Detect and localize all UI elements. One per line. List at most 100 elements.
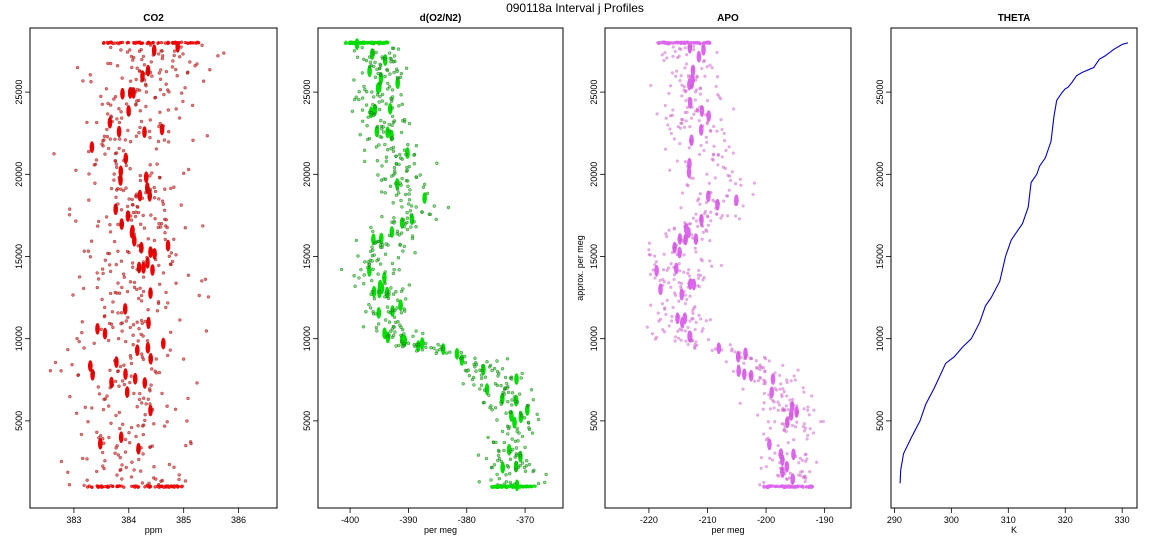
data-point xyxy=(389,99,394,104)
data-point xyxy=(680,238,684,243)
data-point xyxy=(74,168,78,173)
data-point xyxy=(515,484,519,488)
data-point xyxy=(805,408,810,412)
data-point xyxy=(370,259,374,263)
data-point xyxy=(376,239,380,244)
data-point xyxy=(131,265,135,269)
data-point xyxy=(793,378,797,382)
data-point xyxy=(157,370,162,375)
data-point xyxy=(152,238,157,243)
data-point xyxy=(395,67,399,71)
data-point xyxy=(138,109,143,113)
data-point xyxy=(379,118,383,123)
data-point xyxy=(186,167,191,172)
data-point xyxy=(364,310,368,314)
data-point xyxy=(727,145,731,149)
data-point xyxy=(162,424,167,428)
data-point xyxy=(428,212,432,217)
data-point xyxy=(116,369,121,373)
data-point xyxy=(137,69,142,73)
data-point xyxy=(425,191,430,196)
data-point xyxy=(362,282,366,286)
data-point xyxy=(694,88,699,92)
data-point xyxy=(154,147,159,151)
data-point xyxy=(709,264,714,268)
data-point xyxy=(177,41,181,45)
data-point xyxy=(181,357,186,361)
data-point xyxy=(697,285,701,289)
data-point xyxy=(151,41,155,45)
data-point xyxy=(688,319,692,323)
data-point xyxy=(508,410,513,414)
data-point xyxy=(160,199,165,203)
data-point xyxy=(117,484,121,488)
data-point xyxy=(461,382,465,386)
data-point xyxy=(166,41,170,45)
data-point xyxy=(708,238,712,243)
data-point xyxy=(762,480,766,485)
data-point xyxy=(490,485,494,489)
data-point xyxy=(781,387,785,391)
data-point xyxy=(129,214,133,218)
data-point xyxy=(542,480,547,485)
panel-title-co2: CO2 xyxy=(143,13,164,24)
data-point xyxy=(145,339,150,343)
data-point xyxy=(150,408,155,412)
data-point xyxy=(116,187,120,191)
data-point xyxy=(352,49,357,53)
data-point xyxy=(96,219,101,224)
data-point xyxy=(505,357,510,361)
data-point xyxy=(142,78,147,82)
data-point xyxy=(715,74,720,79)
data-cluster xyxy=(382,271,387,284)
data-point xyxy=(682,240,686,245)
data-point xyxy=(414,144,419,148)
data-point xyxy=(398,152,402,157)
data-point xyxy=(172,185,176,189)
data-point xyxy=(654,260,659,264)
data-point xyxy=(158,87,163,92)
data-point xyxy=(139,41,143,46)
data-point xyxy=(763,369,767,373)
data-point xyxy=(371,102,375,107)
data-point xyxy=(500,367,505,371)
data-point xyxy=(520,434,525,439)
x-tick-label: -190 xyxy=(816,515,834,525)
data-point xyxy=(772,406,776,410)
data-point xyxy=(389,329,393,333)
data-point xyxy=(93,181,97,185)
plot-area-co2 xyxy=(48,40,226,489)
data-point xyxy=(396,298,400,302)
data-point xyxy=(484,456,489,461)
data-point xyxy=(390,261,395,266)
data-point xyxy=(392,268,396,272)
data-point xyxy=(666,41,670,45)
data-point xyxy=(690,105,694,110)
data-point xyxy=(400,231,404,235)
data-point xyxy=(480,369,484,373)
data-point xyxy=(102,441,106,445)
data-point xyxy=(113,451,117,455)
data-point xyxy=(806,405,810,409)
data-point xyxy=(107,252,112,256)
panel-title-apo: APO xyxy=(717,13,739,24)
data-point xyxy=(703,74,707,79)
data-point xyxy=(188,60,192,64)
data-point xyxy=(482,400,486,405)
data-cluster xyxy=(89,141,95,153)
data-point xyxy=(684,62,689,66)
data-point xyxy=(112,239,117,244)
data-point xyxy=(392,119,397,123)
data-point xyxy=(664,234,669,239)
data-point xyxy=(518,454,522,458)
data-point xyxy=(365,89,369,94)
data-point xyxy=(768,407,773,411)
data-point xyxy=(684,339,688,343)
data-point xyxy=(120,76,124,80)
data-point xyxy=(68,394,72,399)
data-point xyxy=(706,223,711,228)
data-point xyxy=(153,96,157,100)
data-point xyxy=(101,464,105,468)
data-point xyxy=(739,355,743,360)
data-point xyxy=(374,325,379,330)
